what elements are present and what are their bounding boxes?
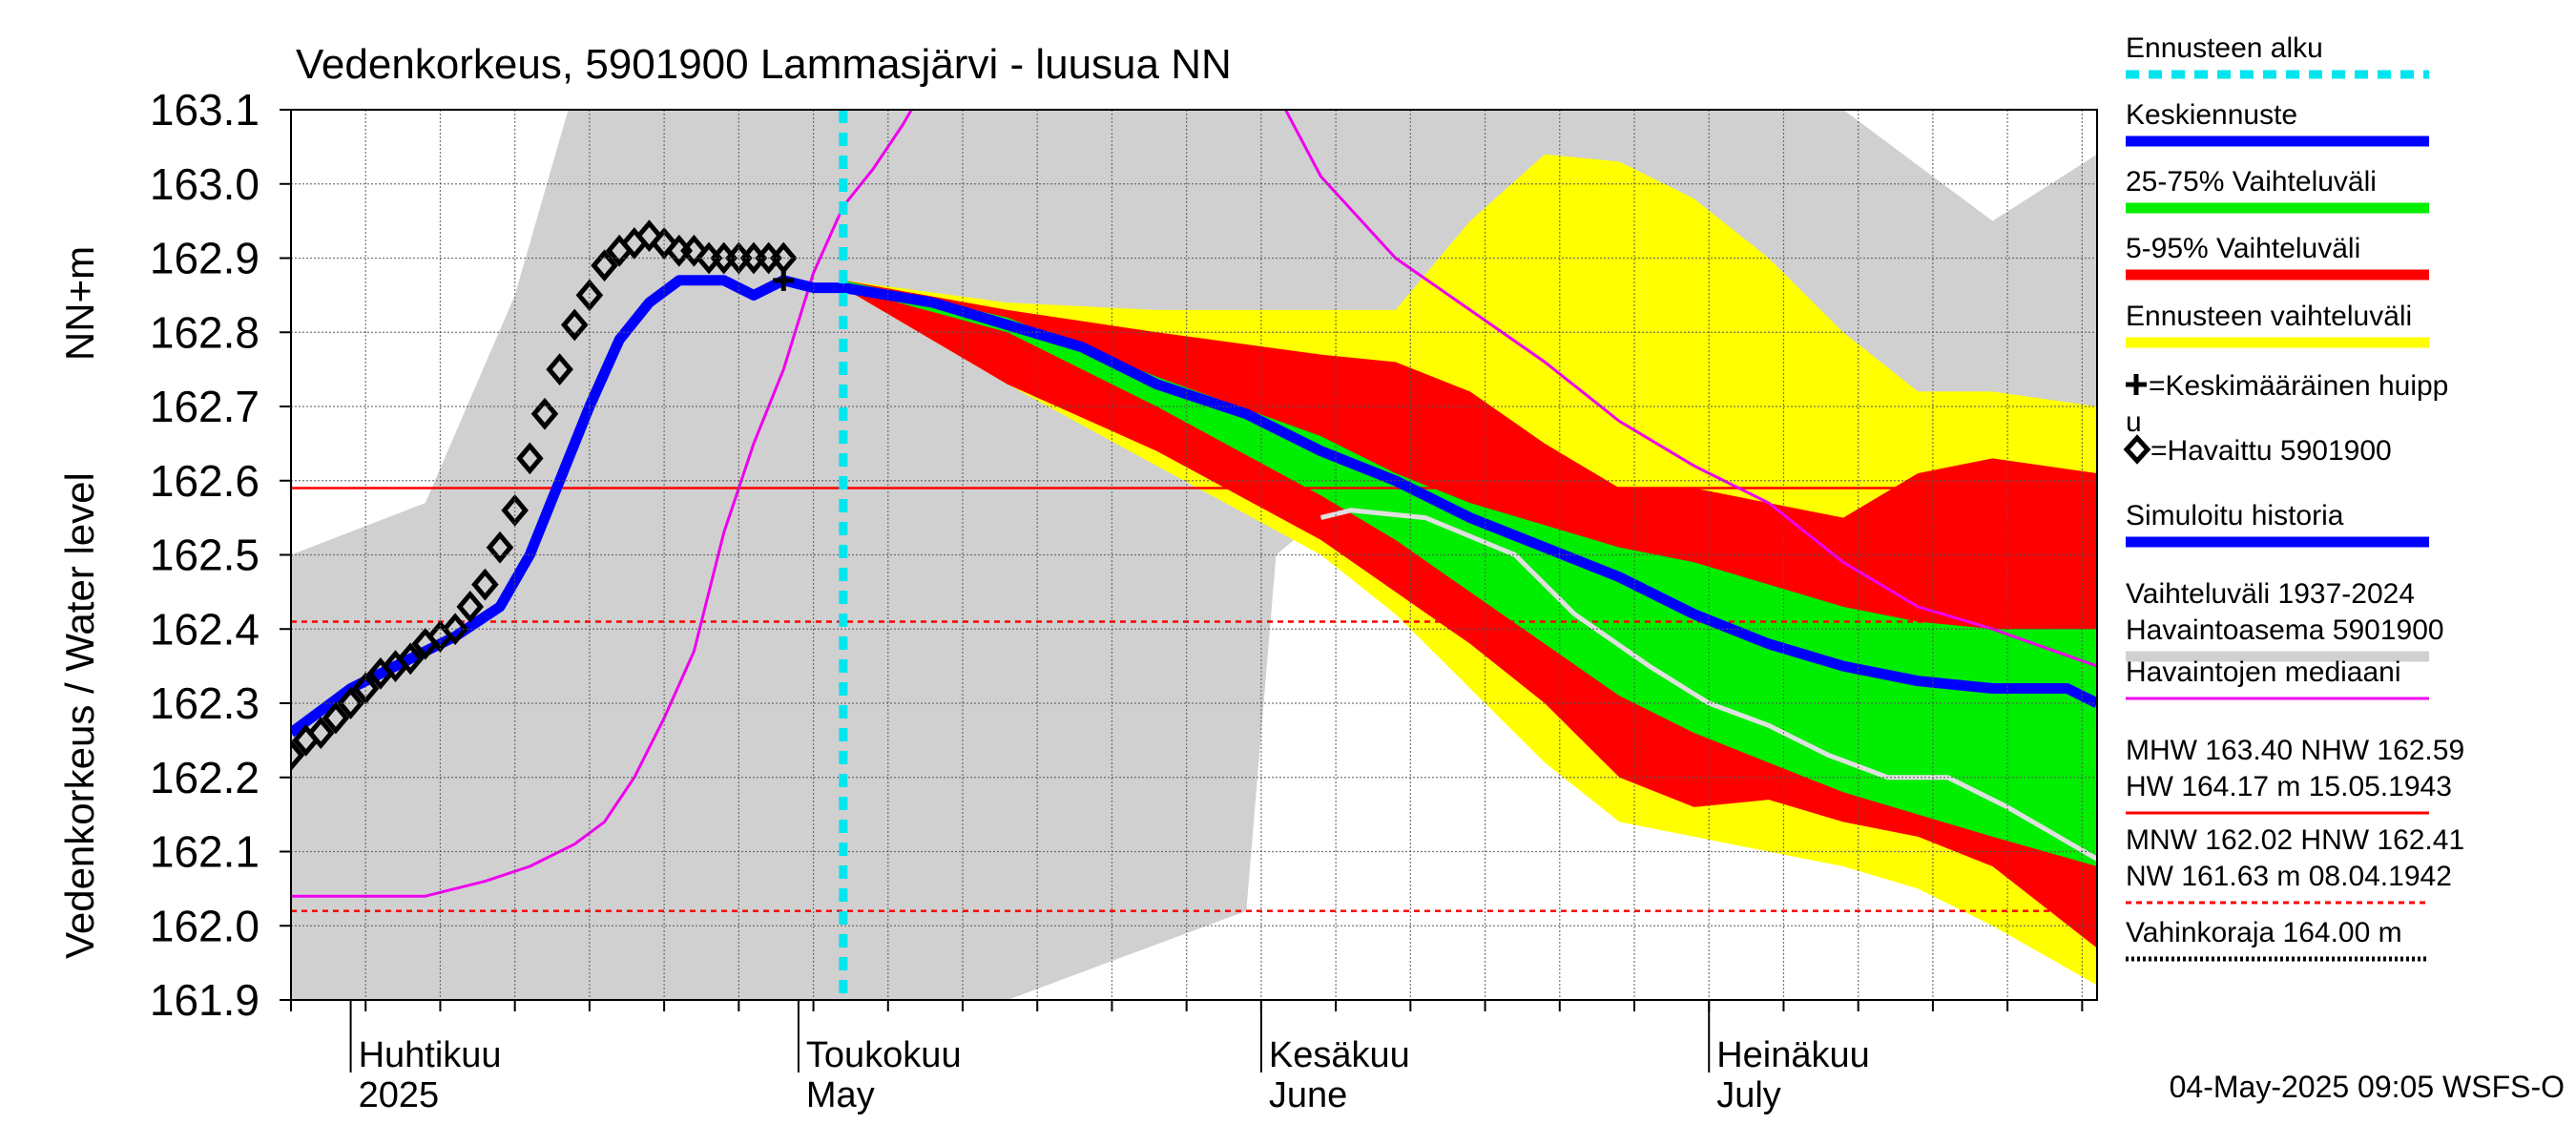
series-line-3 <box>842 282 2097 708</box>
x-month-label: Kesäkuu <box>1269 1035 1410 1075</box>
observed-point <box>560 308 589 342</box>
x-month-sublabel: July <box>1716 1075 1781 1115</box>
observed-point <box>486 531 514 564</box>
observed-point <box>322 701 350 735</box>
observed-point <box>516 442 544 475</box>
legend-cross-icon <box>2126 374 2147 395</box>
legend: Ennusteen alku Keskiennuste 25-75% Vaihtel… <box>2123 32 2464 962</box>
legend-label-2: NW 161.63 m 08.04.1942 <box>2126 861 2452 892</box>
y-tick-label: 162.8 <box>150 307 260 357</box>
x-month-sublabel: 2025 <box>359 1075 440 1115</box>
observed-point <box>546 353 573 385</box>
x-month-label: Toukokuu <box>806 1035 962 1075</box>
y-tick-label: 162.4 <box>150 604 260 654</box>
x-month-sublabel: May <box>806 1075 875 1115</box>
observed-point <box>680 234 708 267</box>
y-tick-label: 162.3 <box>150 678 260 728</box>
y-tick-label: 162.1 <box>150 827 260 877</box>
plot-content <box>291 110 2097 1000</box>
observed-point <box>396 642 425 676</box>
x-month-label: Heinäkuu <box>1716 1035 1870 1075</box>
y-tick-label: 162.0 <box>150 901 260 950</box>
observed-point <box>351 672 380 705</box>
legend-diamond-icon <box>2123 434 2151 465</box>
legend-label: Vahinkoraja 164.00 m <box>2126 917 2402 948</box>
band-2 <box>842 280 2097 948</box>
legend-label: Simuloitu historia <box>2126 500 2344 531</box>
series-line-1 <box>1283 110 2097 668</box>
observed-point <box>471 568 499 601</box>
observed-point <box>441 613 469 646</box>
legend-label: Havaintojen mediaani <box>2126 656 2401 688</box>
observed-point <box>591 249 618 282</box>
legend-label: Keskiennuste <box>2126 99 2297 131</box>
legend-label-2: u <box>2126 406 2142 438</box>
y-axis-label: Vedenkorkeus / Water level <box>57 472 102 959</box>
y-tick-label: 162.5 <box>150 531 260 580</box>
y-tick-label: 162.9 <box>150 234 260 283</box>
series-line-0 <box>291 110 914 898</box>
legend-label: 25-75% Vaihteluväli <box>2126 166 2377 198</box>
x-month-sublabel: June <box>1269 1075 1347 1115</box>
plot-area <box>290 109 2097 1001</box>
legend-label: MHW 163.40 NHW 162.59 <box>2126 735 2464 766</box>
observed-point <box>635 219 663 253</box>
legend-label: Vaihteluväli 1937-2024 <box>2126 578 2415 610</box>
y-tick-label: 163.0 <box>150 159 260 209</box>
observed-point <box>307 717 335 749</box>
legend-label: Ennusteen vaihteluväli <box>2126 301 2412 332</box>
y-tick-label: 162.6 <box>150 456 260 506</box>
y-tick-label: 162.2 <box>150 753 260 802</box>
y-tick-label: 162.7 <box>150 382 260 431</box>
legend-label-2: HW 164.17 m 15.05.1943 <box>2126 771 2452 802</box>
y-axis-unit: NN+m <box>57 246 102 361</box>
y-tick-label: 163.1 <box>150 85 260 135</box>
legend-label: MNW 162.02 HNW 162.41 <box>2126 824 2464 856</box>
observed-point <box>337 687 364 719</box>
mean-peak-marker <box>773 269 795 291</box>
legend-label: =Havaittu 5901900 <box>2150 435 2392 467</box>
legend-label: Ennusteen alku <box>2126 32 2323 64</box>
observed-point <box>530 397 559 430</box>
axes: 161.9 162.0 162.1 162.2 162.3 162.4 162.5 162.6… <box>150 85 2098 1115</box>
band-3 <box>842 280 2097 866</box>
observed-point <box>456 591 485 623</box>
observed-point <box>575 279 604 312</box>
legend-label-2: Havaintoasema 5901900 <box>2126 614 2444 646</box>
x-month-label: Huhtikuu <box>359 1035 502 1075</box>
legend-label: 5-95% Vaihteluväli <box>2126 233 2360 264</box>
legend-label: =Keskimääräinen huipp <box>2149 370 2448 402</box>
observed-point <box>291 739 305 772</box>
chart-title: Vedenkorkeus, 5901900 Lammasjärvi - luus… <box>296 41 1232 88</box>
footer-timestamp: 04-May-2025 09:05 WSFS-O <box>2170 1070 2565 1104</box>
y-tick-label: 161.9 <box>150 975 260 1025</box>
